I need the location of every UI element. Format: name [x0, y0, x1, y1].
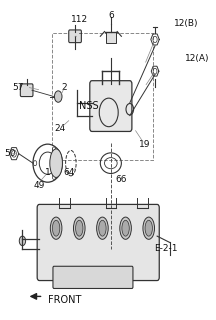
Ellipse shape: [143, 217, 154, 239]
Text: 49: 49: [34, 181, 45, 190]
FancyBboxPatch shape: [37, 204, 159, 281]
Text: FRONT: FRONT: [48, 295, 81, 305]
Circle shape: [54, 91, 62, 102]
FancyBboxPatch shape: [69, 30, 81, 43]
Ellipse shape: [73, 217, 85, 239]
Text: 19: 19: [139, 140, 150, 148]
Ellipse shape: [97, 217, 108, 239]
Text: 12(B): 12(B): [174, 19, 199, 28]
Text: E-2-1: E-2-1: [154, 244, 177, 253]
FancyBboxPatch shape: [53, 266, 133, 288]
Text: NSS: NSS: [79, 101, 99, 111]
Text: 2: 2: [62, 83, 67, 92]
Text: 64: 64: [63, 168, 75, 177]
FancyBboxPatch shape: [20, 84, 33, 97]
FancyBboxPatch shape: [90, 81, 132, 132]
Ellipse shape: [52, 220, 60, 236]
Ellipse shape: [50, 149, 62, 178]
Text: 57: 57: [13, 83, 24, 92]
Circle shape: [19, 236, 25, 246]
Text: 112: 112: [71, 15, 88, 24]
Ellipse shape: [76, 220, 83, 236]
Bar: [106, 32, 116, 43]
Text: 50: 50: [4, 149, 16, 158]
Ellipse shape: [145, 220, 152, 236]
Ellipse shape: [99, 220, 106, 236]
Text: 66: 66: [116, 174, 127, 184]
Ellipse shape: [122, 220, 129, 236]
Text: 6: 6: [108, 12, 114, 20]
Text: 12(A): 12(A): [184, 54, 209, 63]
Ellipse shape: [120, 217, 131, 239]
Text: 24: 24: [55, 124, 66, 133]
Ellipse shape: [50, 217, 62, 239]
Text: 1: 1: [45, 168, 51, 177]
